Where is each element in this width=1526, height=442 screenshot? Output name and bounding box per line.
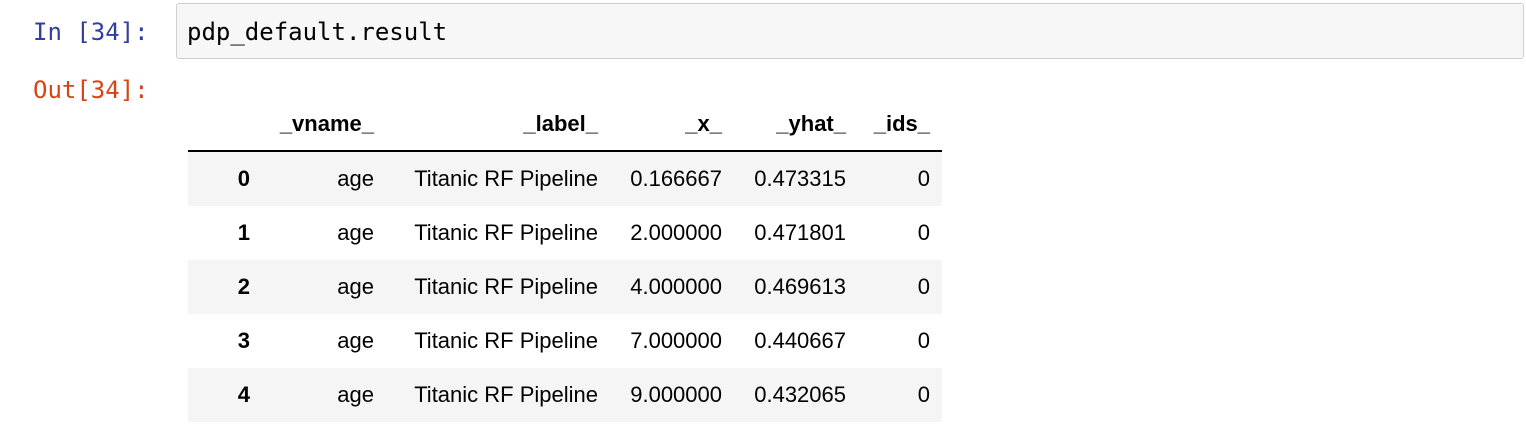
cell-ids: 0 [917,274,930,299]
cell-x: 9.000000 [630,382,722,407]
header-yhat: _yhat_ [734,98,858,152]
table-row: 3 age Titanic RF Pipeline 7.000000 0.440… [188,314,942,368]
cell-label: Titanic RF Pipeline [414,274,598,299]
cell-ids: 0 [917,166,930,191]
cell-yhat: 0.440667 [754,328,846,353]
cell-label: Titanic RF Pipeline [414,166,598,191]
row-index: 4 [237,382,250,407]
table-row: 0 age Titanic RF Pipeline 0.166667 0.473… [188,151,942,206]
table-header-row: _vname_ _label_ _x_ _yhat_ _ids_ [188,98,942,152]
cell-x: 0.166667 [630,166,722,191]
table-row: 1 age Titanic RF Pipeline 2.000000 0.471… [188,206,942,260]
cell-x: 4.000000 [630,274,722,299]
header-label: _label_ [386,98,610,152]
input-prompt: In [34]: [33,18,149,46]
cell-vname: age [337,220,374,245]
cell-vname: age [337,328,374,353]
cell-x: 2.000000 [630,220,722,245]
cell-label: Titanic RF Pipeline [414,220,598,245]
cell-vname: age [337,382,374,407]
row-index: 3 [237,328,250,353]
cell-ids: 0 [917,328,930,353]
table-row: 2 age Titanic RF Pipeline 4.000000 0.469… [188,260,942,314]
header-vname: _vname_ [262,98,386,152]
code-text[interactable]: pdp_default.result [187,18,448,46]
cell-yhat: 0.469613 [754,274,846,299]
cell-x: 7.000000 [630,328,722,353]
row-index: 2 [237,274,250,299]
cell-ids: 0 [917,220,930,245]
header-index [188,98,262,152]
code-cell-editor[interactable]: pdp_default.result [176,3,1524,59]
cell-yhat: 0.473315 [754,166,846,191]
header-ids: _ids_ [858,98,942,152]
table-row: 4 age Titanic RF Pipeline 9.000000 0.432… [188,368,942,422]
output-prompt: Out[34]: [33,76,149,104]
cell-yhat: 0.471801 [754,220,846,245]
row-index: 1 [237,220,250,245]
dataframe-table: _vname_ _label_ _x_ _yhat_ _ids_ 0 age T… [188,98,942,422]
cell-vname: age [337,274,374,299]
row-index: 0 [237,166,250,191]
cell-yhat: 0.432065 [754,382,846,407]
header-x: _x_ [610,98,734,152]
cell-label: Titanic RF Pipeline [414,328,598,353]
cell-label: Titanic RF Pipeline [414,382,598,407]
cell-vname: age [337,166,374,191]
cell-ids: 0 [917,382,930,407]
